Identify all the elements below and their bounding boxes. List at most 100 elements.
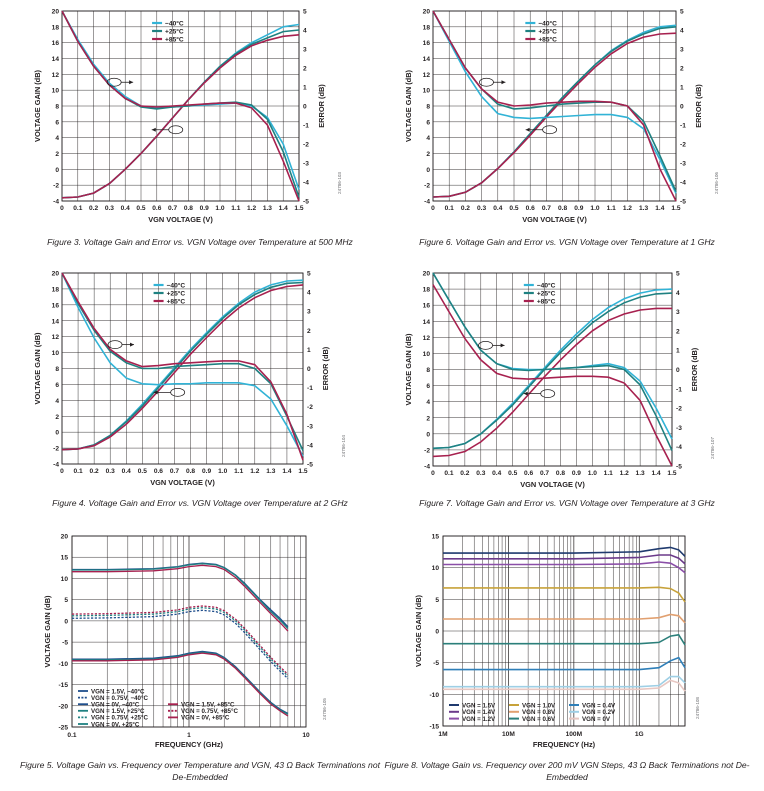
fig7-legend-label: +25°C xyxy=(537,290,556,298)
fig3-y2tick-label: -3 xyxy=(303,161,309,168)
fig8-ytick-label: 5 xyxy=(435,597,439,604)
fig4-y2tick-label: 0 xyxy=(307,366,311,373)
fig3-y2tick-label: 2 xyxy=(303,66,307,73)
fig6-caption: Figure 6. Voltage Gain and Error vs. VGN… xyxy=(419,237,715,247)
fig4-y2tick-label: 3 xyxy=(307,309,311,316)
fig7-y2tick-label: 3 xyxy=(676,309,680,316)
fig5-legend-label: VGN = 1.5V, +25°C xyxy=(91,708,145,715)
fig4-y2tick-label: 4 xyxy=(307,290,311,297)
fig7-xtick-label: 0.3 xyxy=(476,470,485,477)
fig3-ytick-label: -2 xyxy=(53,183,59,190)
fig5-ylabel: VOLTAGE GAIN (dB) xyxy=(43,595,52,668)
fig4-xtick-label: 0 xyxy=(60,468,64,475)
fig8-xlabel: FREQUENCY (Hz) xyxy=(533,740,596,749)
fig6-xlabel: VGN VOLTAGE (V) xyxy=(522,215,587,224)
fig4-error-arrowhead xyxy=(153,390,158,395)
fig7-xlabel: VGN VOLTAGE (V) xyxy=(520,480,585,489)
fig7-xtick-label: 0.2 xyxy=(460,470,469,477)
fig7-xtick-label: 0.8 xyxy=(556,470,565,477)
fig3-ytick-label: 12 xyxy=(52,72,60,79)
fig7-error-marker xyxy=(540,389,556,399)
fig7-ytick-label: 20 xyxy=(423,271,431,278)
fig3-ytick-label: 16 xyxy=(52,40,60,47)
fig3-legend-label: +85°C xyxy=(165,36,184,44)
fig6-ytick-label: 10 xyxy=(423,88,431,95)
fig7-gain-line-1 xyxy=(432,292,673,450)
fig3-xtick-label: 0.2 xyxy=(89,205,98,212)
fig5-series-line-8 xyxy=(72,652,289,717)
fig5-legend-label: VGN = 0.75V, +85°C xyxy=(181,708,238,715)
fig3-gain-arrowhead xyxy=(129,80,134,85)
fig4-ylabel: VOLTAGE GAIN (dB) xyxy=(33,332,42,405)
fig3-xtick-label: 1.3 xyxy=(263,205,272,212)
fig5-chart: 20 15 10 5 0 -5 -10 -15 -20 -250.1 1 10 FREQUENCY (G… xyxy=(43,534,327,750)
fig3-ytick-label: -4 xyxy=(53,199,59,206)
fig3-xtick-label: 0.7 xyxy=(168,205,177,212)
fig7-ytick-label: 18 xyxy=(423,287,431,294)
fig8-series-line-2 xyxy=(443,561,686,574)
fig3-xtick-label: 0 xyxy=(60,205,64,212)
fig4-ytick-label: -2 xyxy=(53,446,59,453)
fig6-y2tick-label: -1 xyxy=(680,123,686,130)
fig7-xtick-label: 1.2 xyxy=(620,470,629,477)
fig8-frame xyxy=(442,535,686,727)
fig3-y2tick-label: 0 xyxy=(303,104,307,111)
fig4-ytick-label: 6 xyxy=(55,382,59,389)
fig8-legend-label: VGN = 1.5V xyxy=(462,702,496,709)
fig5-legend-label: VGN = 1.5V, +85°C xyxy=(181,702,235,709)
fig4-xtick-label: 0.3 xyxy=(106,468,115,475)
fig8-ytick-label: -10 xyxy=(429,692,439,699)
fig6-xtick-label: 0.6 xyxy=(526,205,535,212)
fig3-y2tick-label: 1 xyxy=(303,85,307,92)
fig7-y2label: ERROR (dB) xyxy=(690,347,699,391)
fig3-ytick-label: 18 xyxy=(52,24,60,31)
fig3-xtick-label: 0.5 xyxy=(136,205,145,212)
fig4-ytick-label: 16 xyxy=(52,302,60,309)
fig7-ytick-label: 0 xyxy=(426,431,430,438)
fig7-gain-line-2 xyxy=(432,307,672,458)
fig6-ytick-label: 14 xyxy=(423,56,431,63)
fig3-ylabel: VOLTAGE GAIN (dB) xyxy=(33,69,42,142)
fig6-y2tick-label: 0 xyxy=(680,104,684,111)
fig3-error-marker xyxy=(168,125,184,135)
fig5-ytick-label: -10 xyxy=(58,661,68,668)
fig6-xtick-label: 1.2 xyxy=(623,205,632,212)
fig5-ytick-label: -5 xyxy=(62,640,68,647)
fig7-y2tick-label: 1 xyxy=(676,348,680,355)
fig3-gain-line-0 xyxy=(61,23,300,199)
fig3-xtick-label: 1.2 xyxy=(247,205,256,212)
fig6-frame xyxy=(432,10,677,202)
fig3-ytick-label: 0 xyxy=(55,167,59,174)
fig8-xtick-label: 10M xyxy=(502,731,515,738)
fig3-error-line-2 xyxy=(61,10,300,202)
fig8-legend-label: VGN = 0.8V xyxy=(522,709,556,716)
fig8-ytick-label: 15 xyxy=(432,534,440,541)
fig4-legend-label: −40°C xyxy=(167,282,186,290)
fig4-gain-line-1 xyxy=(61,281,304,451)
fig7-legend-label: −40°C xyxy=(537,282,556,290)
fig8-legend-label: VGN = 1.2V xyxy=(462,716,496,723)
fig8-ytick-label: -5 xyxy=(433,660,439,667)
fig3-caption: Figure 3. Voltage Gain and Error vs. VGN… xyxy=(47,237,353,247)
fig6-doc-tag: 24786-106 xyxy=(714,172,719,194)
fig4-ytick-label: 14 xyxy=(52,318,60,325)
fig4-error-line-0 xyxy=(61,272,304,457)
fig6-gain-arrowhead xyxy=(501,80,506,85)
fig6-ytick-label: 2 xyxy=(426,151,430,158)
fig7-xtick-label: 1.4 xyxy=(651,470,660,477)
fig8-series-line-6 xyxy=(443,656,686,671)
fig4-y2tick-label: 1 xyxy=(307,347,311,354)
fig6-ytick-label: 0 xyxy=(426,167,430,174)
fig4-y2label: ERROR (dB) xyxy=(321,346,330,390)
fig8-series-line-5 xyxy=(443,633,686,646)
fig4-xtick-label: 1.1 xyxy=(234,468,243,475)
fig5-ytick-label: 0 xyxy=(64,618,68,625)
fig3-xtick-label: 0.9 xyxy=(200,205,209,212)
fig6-y2tick-label: -3 xyxy=(680,161,686,168)
fig6-xtick-label: 1.4 xyxy=(655,205,664,212)
fig6-error-marker xyxy=(542,125,558,135)
fig4-ytick-label: 0 xyxy=(55,430,59,437)
